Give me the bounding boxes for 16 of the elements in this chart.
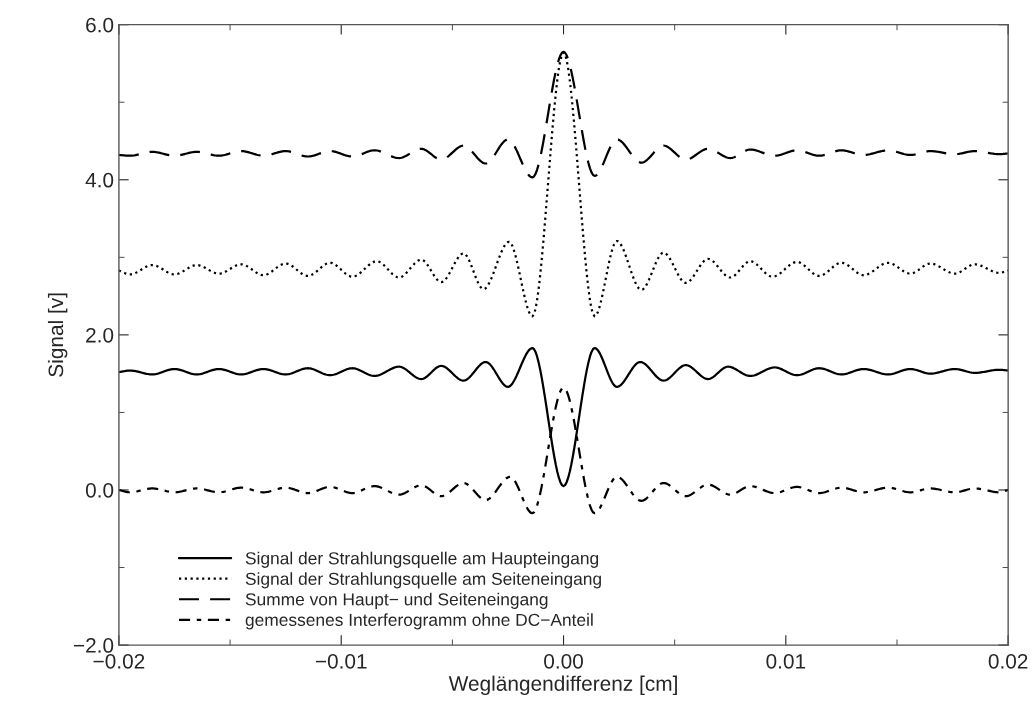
- legend-label: Summe von Haupt− und Seiteneingang: [245, 592, 548, 609]
- y-tick-label: 0.0: [85, 482, 114, 498]
- legend-label: Signal der Strahlungsquelle am Seiteneingang: [245, 572, 601, 589]
- x-tick-label: −0.02: [93, 653, 145, 669]
- x-tick-label: 0.02: [988, 653, 1028, 669]
- y-tick-label: −2.0: [73, 638, 114, 653]
- y-tick-label: 2.0: [86, 327, 114, 343]
- legend-label: gemessenes Interferogramm ohne DC−Anteil: [245, 613, 593, 630]
- x-tick-label: 0.01: [766, 653, 806, 669]
- x-tick-label: 0.00: [544, 653, 583, 669]
- y-axis-title: Signal [v]: [47, 293, 68, 377]
- y-tick-label: 4.0: [85, 172, 114, 188]
- x-axis-title: Weglängendifferenz [cm]: [448, 675, 677, 696]
- x-tick-label: −0.01: [315, 653, 367, 669]
- y-tick-label: 6.0: [86, 17, 114, 33]
- legend-label: Signal der Strahlungsquelle am Haupteingang: [245, 551, 599, 568]
